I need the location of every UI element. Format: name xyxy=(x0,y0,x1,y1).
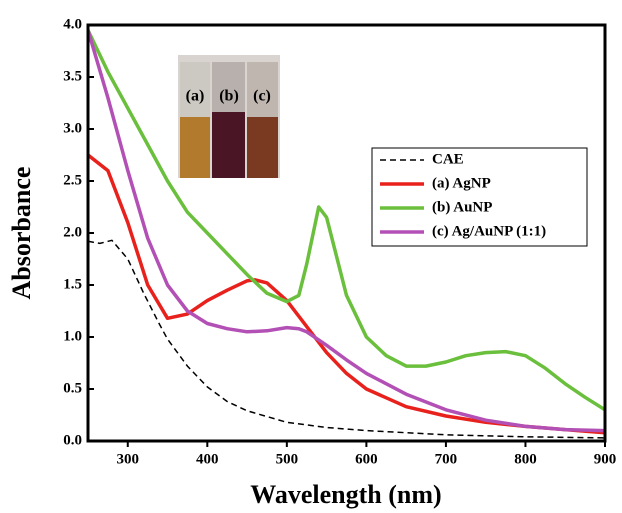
y-tick-label: 4.0 xyxy=(63,16,82,32)
x-tick-label: 400 xyxy=(196,451,219,467)
chart: (a) (b) (c) Wavelength (nm) Absorbance 0… xyxy=(0,0,622,513)
y-tick-label: 3.5 xyxy=(63,68,82,84)
y-tick-label: 2.0 xyxy=(63,224,82,240)
y-tick-label: 2.5 xyxy=(63,172,82,188)
inset-photo xyxy=(178,55,280,178)
x-tick-label: 600 xyxy=(355,451,378,467)
x-tick-label: 800 xyxy=(514,451,537,467)
x-tick-label: 300 xyxy=(117,451,140,467)
x-tick-label: 900 xyxy=(594,451,617,467)
legend-label: (b) AuNP xyxy=(432,199,492,215)
inset-label: (c) xyxy=(253,88,271,105)
series-line xyxy=(88,240,605,438)
legend-label: (c) Ag/AuNP (1:1) xyxy=(432,223,546,239)
legend-label: (a) AgNP xyxy=(432,175,491,191)
x-tick-label: 700 xyxy=(435,451,458,467)
inset-label: (a) xyxy=(186,88,205,105)
x-axis-label: Wavelength (nm) xyxy=(250,480,441,509)
legend-label: CAE xyxy=(432,151,464,167)
y-axis-label: Absorbance xyxy=(7,167,36,300)
y-tick-label: 1.5 xyxy=(63,276,82,292)
y-tick-label: 3.0 xyxy=(63,120,82,136)
x-tick-label: 500 xyxy=(276,451,299,467)
y-tick-label: 0.0 xyxy=(63,432,82,448)
y-tick-label: 1.0 xyxy=(63,328,82,344)
y-tick-label: 0.5 xyxy=(63,380,82,396)
inset-label: (b) xyxy=(219,88,239,105)
